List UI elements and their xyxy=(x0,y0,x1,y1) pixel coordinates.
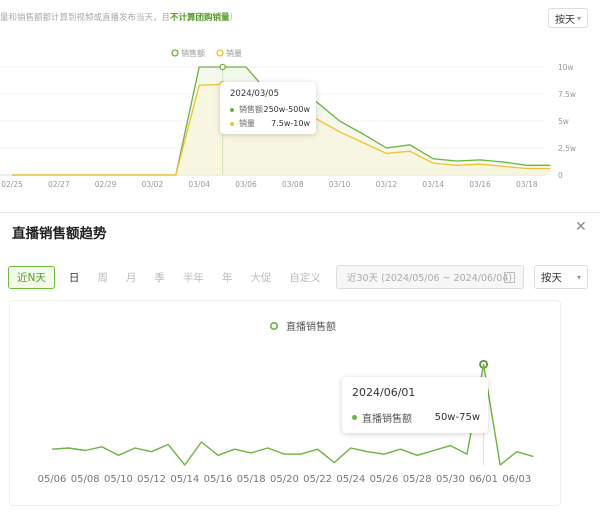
top-tooltip-row-sales-volume: 销量 7.5w-10w xyxy=(230,118,310,129)
tab-quarter[interactable]: 季 xyxy=(154,271,165,284)
top-unit-select-value: 按天 xyxy=(555,14,575,26)
y-tick-label: 2.5w xyxy=(558,144,576,153)
top-tooltip-date: 2024/03/05 xyxy=(230,89,279,99)
section-title: 直播销售额趋势 xyxy=(12,226,107,242)
tab-day[interactable]: 日 xyxy=(68,271,80,284)
tab-week[interactable]: 周 xyxy=(97,271,108,284)
x-tick-label: 03/06 xyxy=(235,180,257,189)
sales-trend-section: 量和销售额都计算到视频或直播发布当天，且不计算团购销量） 按天 ▾ 销售额 销量… xyxy=(0,0,600,212)
close-icon[interactable]: ✕ xyxy=(575,219,587,235)
note-suffix: ） xyxy=(229,13,239,23)
top-tooltip-value-1: 7.5w-10w xyxy=(271,119,310,128)
x-tick-label: 02/29 xyxy=(95,180,117,189)
note-prefix: 量和销售额都计算到视频或直播发布当天，且 xyxy=(0,13,171,23)
sales-volume-dot xyxy=(230,121,234,126)
top-tooltip-row-sales-amount: 销售额 250w-500w xyxy=(230,104,310,115)
y-tick-label: 10w xyxy=(558,63,574,72)
live-sales-dot xyxy=(352,415,357,420)
chevron-down-icon: ▾ xyxy=(576,13,581,23)
note-highlight: 不计算团购销量 xyxy=(170,13,230,23)
top-tooltip-value-0: 250w-500w xyxy=(263,105,310,114)
section-divider xyxy=(0,212,600,213)
calendar-icon xyxy=(504,272,515,283)
x-tick-label: 03/14 xyxy=(422,180,444,189)
x-tick-label: 02/27 xyxy=(48,180,70,189)
x-tick-label: 03/18 xyxy=(516,180,538,189)
top-unit-select[interactable]: 按天 ▾ xyxy=(548,8,588,28)
period-tabs: 近N天 日 周 月 季 半年 年 大促 自定义 xyxy=(8,265,339,289)
x-tick-label: 03/16 xyxy=(469,180,491,189)
legend-label-sales-amount: 销售额 xyxy=(181,48,205,58)
tab-year[interactable]: 年 xyxy=(221,271,233,284)
calculation-note: 量和销售额都计算到视频或直播发布当天，且不计算团购销量） xyxy=(0,11,238,23)
x-tick-label: 03/12 xyxy=(376,180,398,189)
tab-recent-n-days[interactable]: 近N天 xyxy=(8,265,55,289)
legend-marker-sales-amount xyxy=(171,49,179,57)
tab-custom[interactable]: 自定义 xyxy=(289,271,321,284)
tab-half-year[interactable]: 半年 xyxy=(182,271,204,284)
legend-label-sales-volume: 销量 xyxy=(226,48,242,58)
bottom-unit-select-value: 按天 xyxy=(541,271,562,284)
x-tick-label: 03/08 xyxy=(282,180,304,189)
bottom-tooltip-label: 直播销售额 xyxy=(362,414,412,425)
y-tick-label: 7.5w xyxy=(558,90,576,99)
bottom-unit-select[interactable]: 按天 ▾ xyxy=(534,265,588,289)
sales-amount-dot xyxy=(230,107,234,112)
y-tick-label: 5w xyxy=(558,117,569,126)
sales-amount-highlight-point xyxy=(219,63,226,71)
top-tooltip-label-1: 销量 xyxy=(239,119,255,128)
tab-promotion[interactable]: 大促 xyxy=(250,271,272,284)
date-range-value: 近30天 (2024/05/06 ~ 2024/06/04) xyxy=(347,273,513,284)
x-tick-label: 03/04 xyxy=(188,180,210,189)
bottom-tooltip-date: 2024/06/01 xyxy=(352,386,416,399)
top-tooltip: 2024/03/05 销售额 250w-500w 销量 7.5w-10w xyxy=(220,82,316,134)
legend-marker-sales-volume xyxy=(216,49,224,57)
x-tick-label: 03/10 xyxy=(329,180,351,189)
y-tick-label: 0 xyxy=(558,171,563,180)
chevron-down-icon: ▾ xyxy=(576,272,581,282)
bottom-tooltip-row: 直播销售额 50w-75w xyxy=(352,410,480,425)
bottom-tooltip-value: 50w-75w xyxy=(434,412,480,423)
tab-month[interactable]: 月 xyxy=(125,271,137,284)
bottom-tooltip: 2024/06/01 直播销售额 50w-75w xyxy=(342,377,488,433)
top-tooltip-label-0: 销售额 xyxy=(239,105,263,114)
date-range-picker[interactable]: 近30天 (2024/05/06 ~ 2024/06/04) xyxy=(336,265,524,289)
x-tick-label: 03/02 xyxy=(142,180,164,189)
x-tick-label: 02/25 xyxy=(1,180,23,189)
